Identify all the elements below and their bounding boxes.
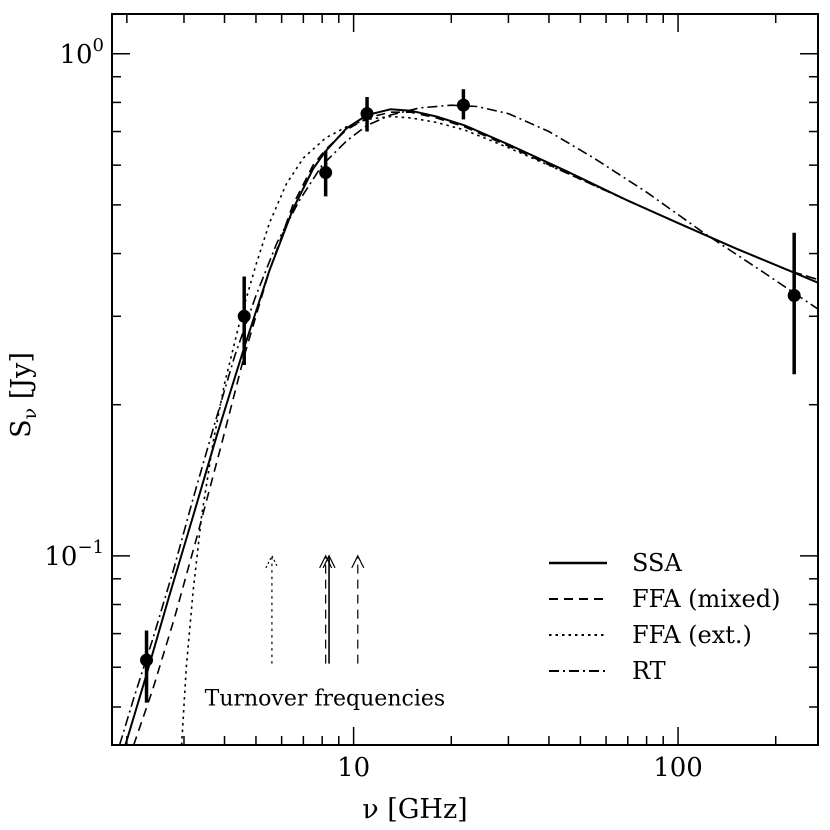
turnover-arrow-head [351,554,365,569]
y-tick-label: 100 [59,35,104,70]
turnover-annotation: Turnover frequencies [205,687,446,712]
axis-ticks [112,14,818,745]
turnover-arrow-head [322,554,336,569]
data-point [456,98,470,112]
legend-label: FFA (mixed) [632,585,780,613]
tick-labels: 10 100 100 10−1 [44,35,703,783]
legend: SSA FFA (mixed) FFA (ext.) RT [549,549,780,685]
data-point [360,107,374,121]
data-point [787,289,801,303]
legend-label: SSA [632,549,682,577]
data-point [237,309,251,323]
curve-solid [124,108,818,745]
x-axis-label: ν [GHz] [362,794,467,825]
plot-frame [111,13,819,746]
legend-label: FFA (ext.) [632,621,752,649]
data-point [140,653,154,667]
model-curves [118,104,818,745]
curve-dotted [180,115,818,745]
data-point [319,166,333,180]
y-axis-label: Sν [Jy] [6,352,41,438]
data-points [140,89,801,703]
y-tick-label: 10−1 [44,537,104,572]
curve-dashed [132,111,818,745]
x-tick-label: 10 [337,753,370,783]
turnover-arrow-head [319,554,333,569]
turnover-markers [265,554,365,664]
curve-dashdot [118,104,818,745]
legend-label: RT [632,657,666,685]
x-tick-label: 100 [653,753,703,783]
